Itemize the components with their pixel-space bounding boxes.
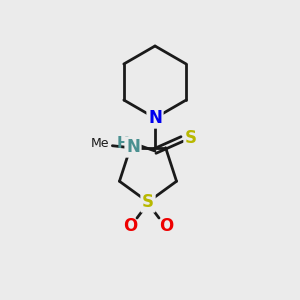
Text: O: O	[123, 217, 137, 235]
Text: S: S	[142, 193, 154, 211]
Text: Me: Me	[91, 137, 110, 150]
Text: O: O	[159, 217, 173, 235]
Text: N: N	[126, 138, 140, 156]
Text: S: S	[185, 129, 197, 147]
Text: N: N	[148, 109, 162, 127]
Text: H: H	[117, 136, 129, 151]
